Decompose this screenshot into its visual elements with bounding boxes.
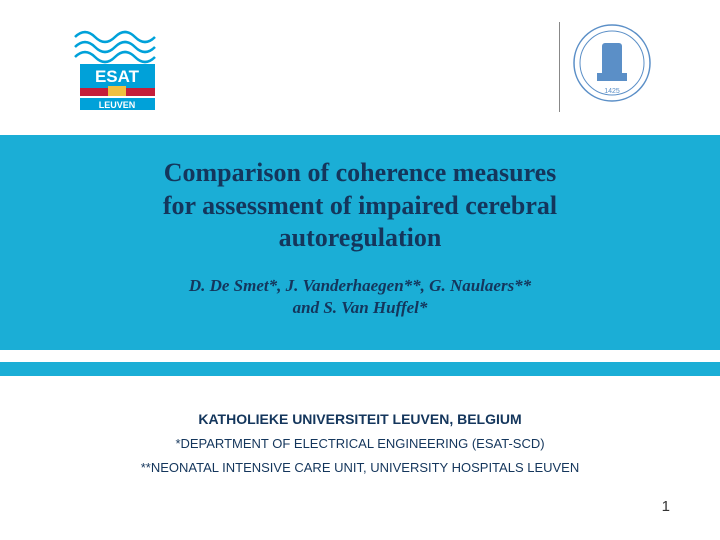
accent-band <box>0 362 720 376</box>
header-divider <box>559 22 560 112</box>
title-line-2: for assessment of impaired cerebral <box>50 190 670 223</box>
svg-text:ESAT: ESAT <box>95 67 140 86</box>
logo-kul-seal: 1425 <box>570 18 655 118</box>
authors-line-2: and S. Van Huffel* <box>50 297 670 320</box>
svg-text:LEUVEN: LEUVEN <box>99 100 136 110</box>
authors: D. De Smet*, J. Vanderhaegen**, G. Naula… <box>50 275 670 321</box>
header: ESAT LEUVEN 1425 <box>0 0 720 135</box>
institution: KATHOLIEKE UNIVERSITEIT LEUVEN, BELGIUM <box>80 411 640 427</box>
title-line-3: autoregulation <box>50 222 670 255</box>
svg-text:1425: 1425 <box>604 88 620 95</box>
footer: KATHOLIEKE UNIVERSITEIT LEUVEN, BELGIUM … <box>0 376 720 475</box>
department: *DEPARTMENT OF ELECTRICAL ENGINEERING (E… <box>80 436 640 451</box>
logo-esat: ESAT LEUVEN <box>70 22 165 112</box>
authors-line-1: D. De Smet*, J. Vanderhaegen**, G. Naula… <box>50 275 670 298</box>
title-line-1: Comparison of coherence measures <box>50 157 670 190</box>
spacer <box>0 350 720 362</box>
page-number: 1 <box>662 498 670 515</box>
care-unit: **NEONATAL INTENSIVE CARE UNIT, UNIVERSI… <box>80 460 640 475</box>
title-band: Comparison of coherence measures for ass… <box>0 135 720 350</box>
